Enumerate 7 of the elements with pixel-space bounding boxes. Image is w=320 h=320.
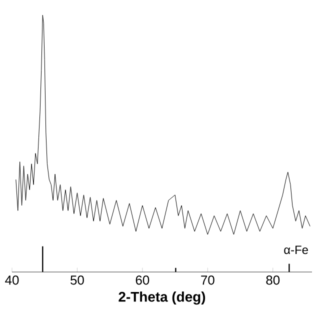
x-tick-label: 40 [5, 276, 19, 285]
x-axis-title: 2-Theta (deg) [118, 292, 206, 305]
x-tick-label: 80 [266, 276, 280, 285]
x-tick-label: 60 [136, 276, 150, 285]
annotation: α-Fe [284, 246, 308, 254]
x-tick-label: 70 [201, 276, 214, 285]
x-tick-label: 50 [70, 276, 84, 285]
